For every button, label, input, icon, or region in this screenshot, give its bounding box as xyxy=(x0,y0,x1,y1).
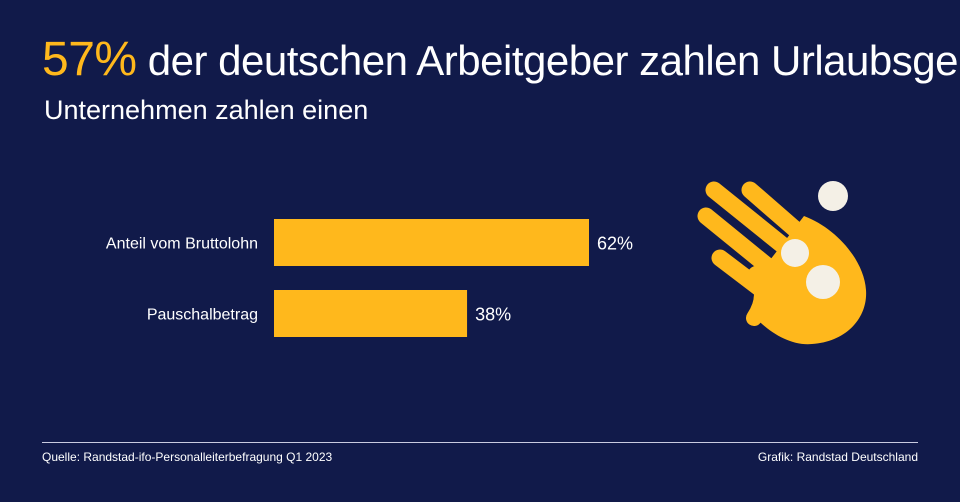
headline-percentage: 57% xyxy=(42,33,137,86)
category-label-2: Pauschalbetrag xyxy=(147,307,258,324)
graphic-credit: Grafik: Randstad Deutschland xyxy=(757,450,918,464)
bar-2 xyxy=(274,290,468,337)
subtitle: Unternehmen zahlen einen xyxy=(44,95,369,125)
footer-divider xyxy=(42,442,918,443)
category-label-1: Anteil vom Bruttolohn xyxy=(106,236,258,253)
source-note: Quelle: Randstad-ifo-Personalleiterbefra… xyxy=(42,450,333,464)
headline-text: der deutschen Arbeitgeber zahlen Urlaubs… xyxy=(136,37,960,84)
headline: 57% der deutschen Arbeitgeber zahlen Url… xyxy=(42,34,960,87)
value-label-2: 38% xyxy=(475,305,511,325)
bar-chart: Anteil vom Bruttolohn 62% Pauschalbetrag 38… xyxy=(106,219,633,337)
bar-1 xyxy=(274,219,589,266)
value-label-1: 62% xyxy=(597,234,633,254)
hand-with-coins-icon xyxy=(697,181,867,345)
